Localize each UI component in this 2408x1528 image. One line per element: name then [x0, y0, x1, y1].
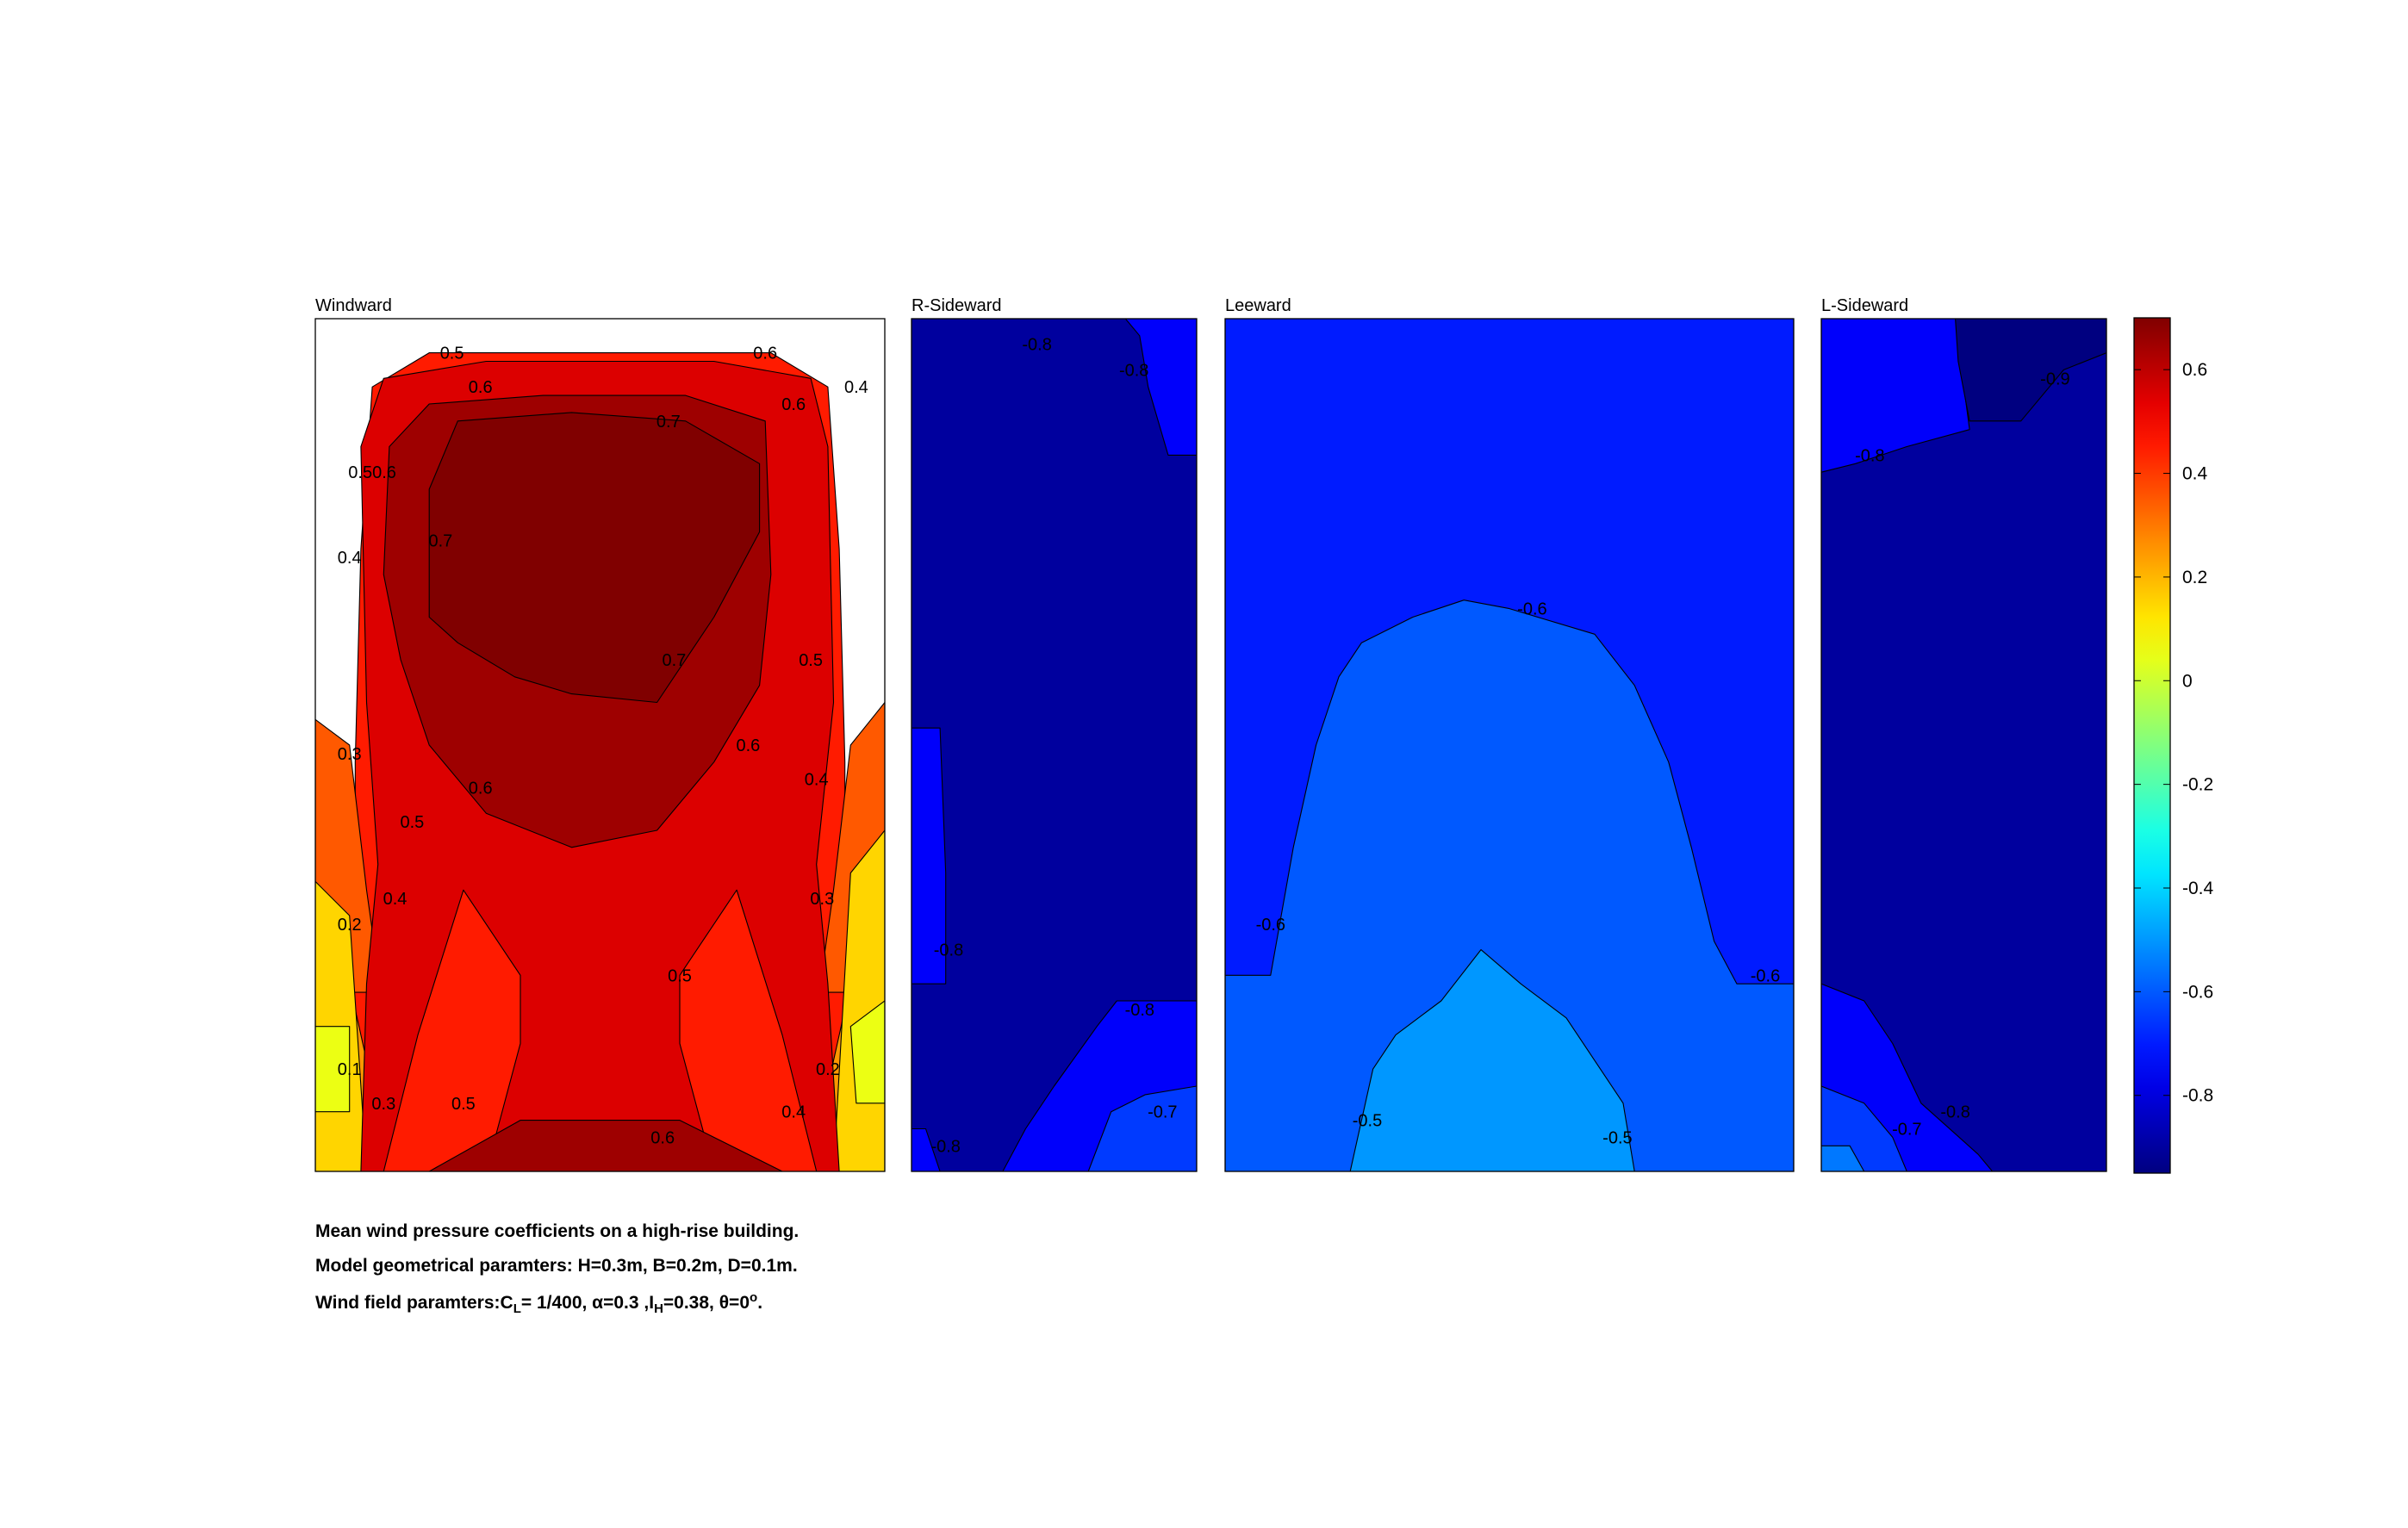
- colorbar-tick-label-2: 0.2: [2182, 568, 2207, 587]
- panel-windward-contours: [315, 352, 885, 1171]
- contour-label-leeward-1: -0.6: [1256, 916, 1285, 935]
- panel-leeward: Leeward -0.6 -0.6 -0.6 -0.5 -0.5: [1224, 296, 1795, 1172]
- contour-label-windward-6: 0.50.6: [348, 463, 396, 482]
- caption-sup-o: o: [750, 1290, 758, 1305]
- panel-title-windward: Windward: [315, 296, 392, 315]
- contour-label-leeward-4: -0.5: [1602, 1128, 1632, 1147]
- panel-title-leeward: Leeward: [1225, 296, 1291, 315]
- contour-label-leeward-2: -0.6: [1751, 966, 1780, 985]
- contour-label-windward-17: 0.3: [810, 890, 834, 909]
- caption-line-3-mid2: =0.38, θ=0: [663, 1293, 750, 1313]
- caption-line-3-prefix: Wind field paramters:C: [315, 1293, 513, 1313]
- contour-label-windward-16: 0.4: [383, 890, 408, 909]
- caption-line-3: Wind field paramters:CL= 1/400, α=0.3 ,I…: [315, 1290, 762, 1316]
- contour-band-windward-12: [428, 1120, 783, 1171]
- contour-label-windward-8: 0.7: [428, 531, 452, 550]
- contour-band-leeward-1: [1225, 599, 1794, 1171]
- panel-title-r-sideward: R-Sideward: [912, 296, 1001, 315]
- contour-band-windward-9: [679, 889, 818, 1171]
- contour-label-windward-19: 0.5: [668, 966, 692, 985]
- contour-label-l-sideward-1: -0.8: [1855, 446, 1884, 465]
- contour-label-l-sideward-3: -0.8: [1940, 1103, 1969, 1122]
- contour-band-r-sideward-4: [912, 1127, 941, 1171]
- contour-band-windward-6: [849, 1000, 885, 1104]
- contour-label-r-sideward-2: -0.8: [934, 941, 963, 960]
- contour-band-windward-5: [315, 1026, 351, 1113]
- contour-label-windward-3: 0.6: [781, 395, 806, 414]
- colorbar-scale: [2133, 317, 2171, 1174]
- caption-line-3-suffix: .: [757, 1293, 763, 1313]
- panel-l-sideward: L-Sideward -0.9 -0.8 -0.7 -0.8: [1820, 296, 2107, 1172]
- contour-label-windward-5: 0.7: [656, 413, 681, 432]
- contour-band-leeward-2: [1349, 949, 1635, 1171]
- contour-label-r-sideward-3: -0.8: [1125, 1001, 1154, 1020]
- panel-title-l-sideward: L-Sideward: [1821, 296, 1908, 315]
- colorbar-tick-label-3: 0: [2182, 671, 2193, 691]
- panel-l-sideward-contours: [1821, 319, 2106, 1171]
- contour-band-r-sideward-0: [912, 319, 1197, 1171]
- contour-label-r-sideward-1: -0.8: [1119, 361, 1148, 380]
- contour-label-leeward-0: -0.6: [1517, 600, 1546, 619]
- colorbar-tick-label-4: -0.2: [2182, 775, 2213, 795]
- contour-label-r-sideward-0: -0.8: [1022, 336, 1051, 355]
- caption-line-3-mid1: = 1/400, α=0.3 ,I: [520, 1293, 655, 1313]
- contour-label-windward-23: 0.5: [451, 1095, 476, 1114]
- contour-band-r-sideward-1: [1124, 319, 1197, 456]
- contour-band-windward-8: [383, 889, 521, 1171]
- contour-label-windward-7: 0.4: [338, 549, 362, 568]
- colorbar-tick-label-1: 0.4: [2182, 464, 2208, 484]
- contour-label-windward-9: 0.7: [662, 651, 686, 670]
- panel-leeward-contours: [1225, 319, 1794, 1171]
- contour-label-windward-11: 0.3: [338, 745, 362, 764]
- panel-r-sideward: R-Sideward -0.8 -0.8 -0.8 -0.8 -0.7 -0.8: [911, 296, 1198, 1172]
- contour-label-windward-12: 0.6: [736, 736, 760, 755]
- colorbar-tick-label-7: -0.8: [2182, 1086, 2213, 1106]
- contour-label-windward-0: 0.5: [440, 345, 464, 363]
- panel-r-sideward-contours: [912, 319, 1197, 1171]
- contour-label-r-sideward-5: -0.8: [930, 1137, 960, 1156]
- contour-band-windward-11: [428, 412, 761, 704]
- contour-label-windward-10: 0.5: [799, 651, 823, 670]
- panel-frame-l-sideward: [1820, 318, 2107, 1172]
- panel-frame-windward: [314, 318, 886, 1172]
- contour-label-windward-4: 0.4: [844, 378, 868, 397]
- contour-label-windward-1: 0.6: [753, 345, 777, 363]
- contour-label-r-sideward-4: -0.7: [1148, 1103, 1177, 1122]
- contour-band-l-sideward-5: [1955, 319, 2106, 422]
- colorbar: 0.6 0.4 0.2 0 -0.2 -0.4 -0.6 -0.8: [2133, 317, 2214, 1174]
- caption-sub-l: L: [513, 1301, 521, 1317]
- contour-label-windward-18: 0.2: [338, 916, 362, 935]
- contour-label-l-sideward-0: -0.9: [2040, 370, 2069, 388]
- contour-label-windward-2: 0.6: [469, 378, 493, 397]
- contour-band-r-sideward-2: [912, 727, 947, 985]
- contour-label-windward-15: 0.5: [400, 813, 424, 832]
- contour-label-windward-24: 0.4: [781, 1103, 806, 1122]
- contour-label-windward-25: 0.6: [650, 1128, 675, 1147]
- contour-label-windward-14: 0.6: [469, 780, 493, 798]
- contour-label-l-sideward-2: -0.7: [1892, 1121, 1921, 1140]
- panel-frame-leeward: [1224, 318, 1795, 1172]
- caption-line-2: Model geometrical paramters: H=0.3m, B=0…: [315, 1256, 798, 1276]
- contour-label-windward-13: 0.4: [805, 771, 829, 790]
- contour-label-windward-21: 0.2: [816, 1060, 840, 1079]
- caption-sub-h: H: [654, 1301, 663, 1317]
- colorbar-tick-label-5: -0.4: [2182, 879, 2214, 898]
- contour-label-windward-22: 0.3: [371, 1095, 395, 1114]
- contour-label-leeward-3: -0.5: [1353, 1112, 1382, 1131]
- contour-band-l-sideward-0: [1821, 319, 2106, 1171]
- panel-frame-r-sideward: [911, 318, 1198, 1172]
- contour-band-l-sideward-4: [1821, 1145, 1865, 1171]
- caption-line-1: Mean wind pressure coefficients on a hig…: [315, 1221, 800, 1241]
- contour-label-windward-20: 0.1: [338, 1060, 362, 1079]
- colorbar-tick-label-0: 0.6: [2182, 360, 2207, 380]
- contour-band-r-sideward-5: [1087, 1085, 1197, 1171]
- colorbar-tick-label-6: -0.6: [2182, 982, 2213, 1002]
